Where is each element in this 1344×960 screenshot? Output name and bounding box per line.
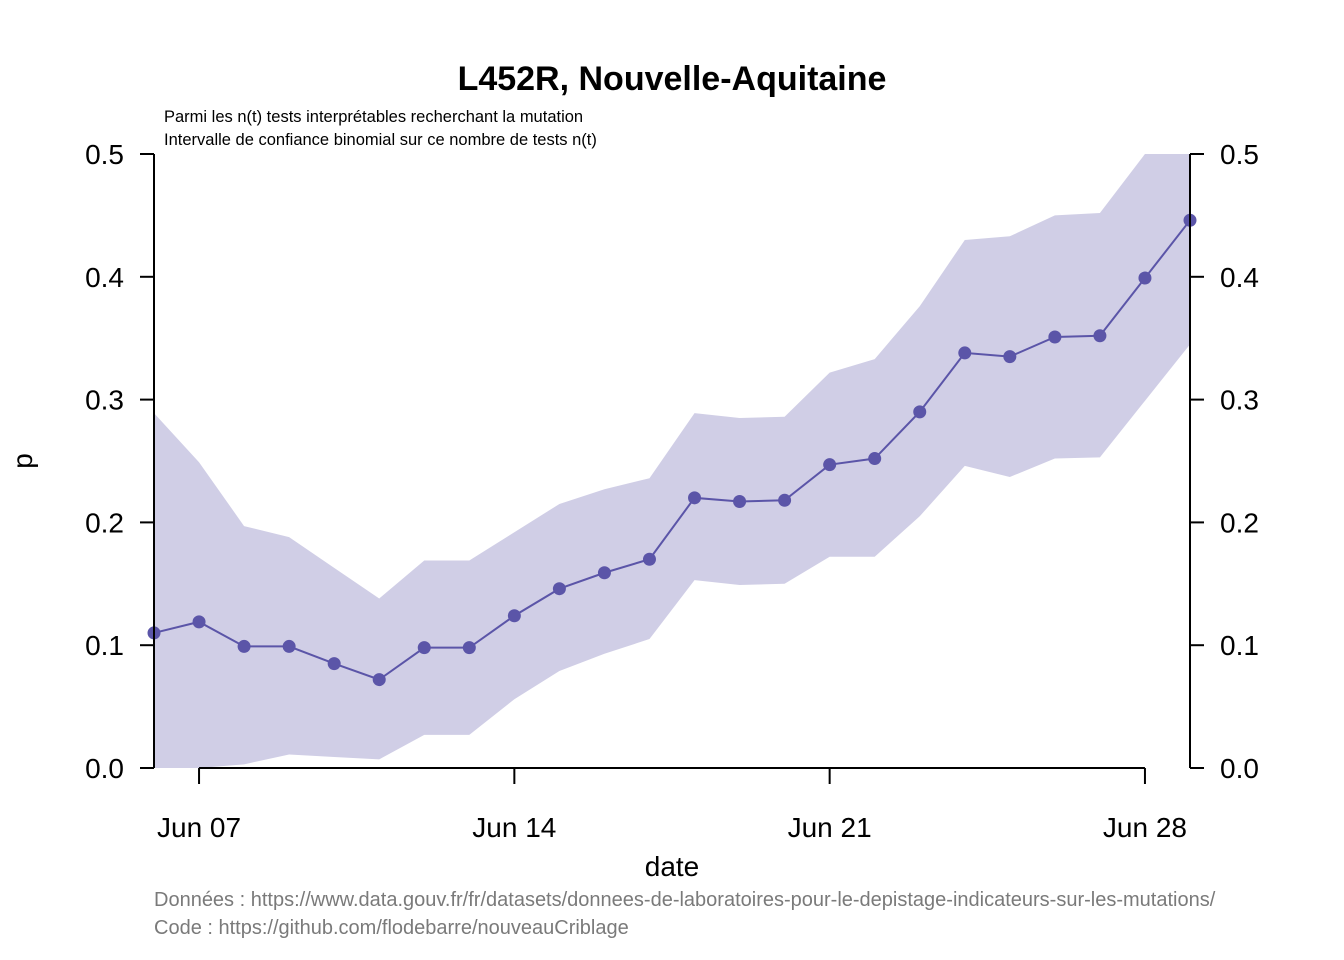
data-point — [642, 552, 656, 566]
y-tick-label-right: 0.4 — [1220, 262, 1259, 293]
data-point — [1138, 271, 1152, 285]
data-point — [823, 458, 837, 472]
data-point — [1003, 350, 1017, 364]
x-axis-label: date — [645, 851, 700, 882]
data-point — [868, 452, 882, 466]
footer-source: Données : https://www.data.gouv.fr/fr/da… — [154, 889, 1216, 911]
confidence-band-layer — [154, 154, 1190, 768]
y-tick-label-left: 0.4 — [85, 262, 124, 293]
y-tick-label-left: 0.5 — [85, 139, 124, 170]
axes-layer: 0.0 0.0 0.1 0.1 0.2 0.2 0.3 0.3 0.4 0.4 0.5 0.5 Jun … — [85, 139, 1259, 843]
data-point — [688, 491, 702, 505]
data-point — [1048, 330, 1062, 344]
y-tick-label-right: 0.2 — [1220, 507, 1259, 538]
data-point — [597, 566, 611, 580]
data-point — [192, 615, 206, 629]
series-line-layer — [153, 219, 1191, 681]
x-tick-label: Jun 21 — [788, 812, 872, 843]
x-tick-label: Jun 28 — [1103, 812, 1187, 843]
footer-code: Code : https://github.com/flodebarre/nou… — [154, 917, 629, 939]
x-tick-label: Jun 07 — [157, 812, 241, 843]
chart-title: L452R, Nouvelle-Aquitaine — [458, 60, 887, 98]
y-tick-label-left: 0.2 — [85, 507, 124, 538]
data-point — [913, 405, 927, 419]
y-tick-label-left: 0.1 — [85, 630, 124, 661]
y-tick-label-left: 0.0 — [85, 753, 124, 784]
y-tick-label-right: 0.5 — [1220, 139, 1259, 170]
data-point — [282, 639, 296, 653]
x-tick-label: Jun 14 — [472, 812, 556, 843]
series-points-layer — [147, 213, 1197, 687]
data-point — [327, 657, 341, 671]
data-point — [507, 609, 521, 623]
data-point — [372, 673, 386, 687]
subtitle-line-1: Parmi les n(t) tests interprétables rech… — [164, 108, 583, 126]
data-point — [778, 493, 792, 507]
data-point — [1093, 329, 1107, 343]
y-axis-label: p — [7, 453, 38, 469]
data-point — [462, 641, 476, 655]
subtitle-line-2: Intervalle de confiance binomial sur ce … — [164, 131, 597, 149]
data-point — [237, 639, 251, 653]
data-point — [552, 582, 566, 596]
data-point — [733, 495, 747, 509]
y-tick-label-right: 0.1 — [1220, 630, 1259, 661]
data-point — [958, 346, 972, 360]
y-tick-label-left: 0.3 — [85, 385, 124, 416]
data-point — [417, 641, 431, 655]
series-line — [153, 219, 1191, 681]
confidence-band — [154, 154, 1190, 768]
y-tick-label-right: 0.0 — [1220, 753, 1259, 784]
y-tick-label-right: 0.3 — [1220, 385, 1259, 416]
